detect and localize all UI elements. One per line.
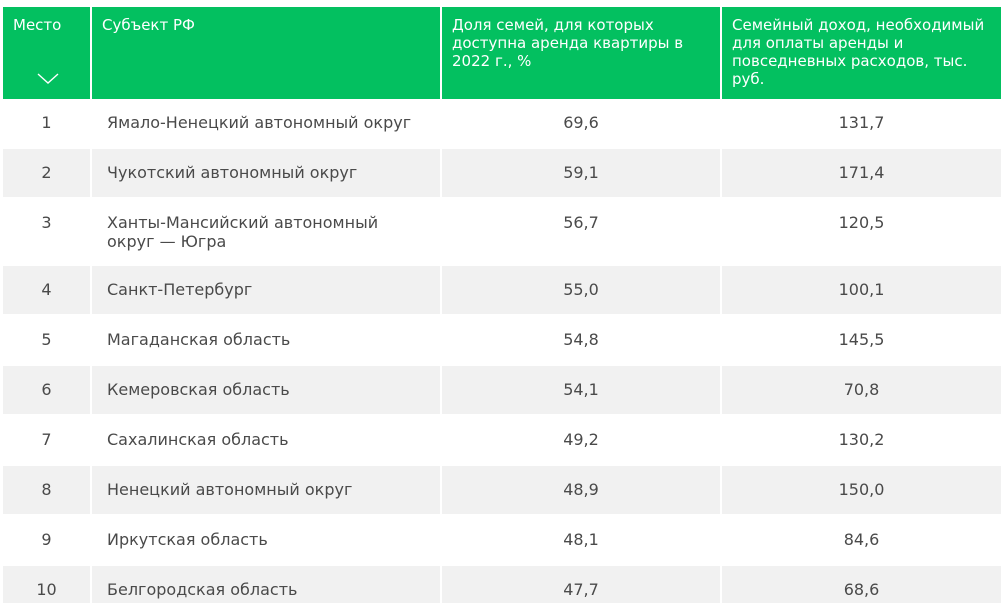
place-cell: 4 <box>3 266 92 314</box>
income-cell: 84,6 <box>843 530 880 549</box>
header-income[interactable]: Семейный доход, необходимый для оплаты а… <box>722 7 1001 99</box>
income-cell: 145,5 <box>838 330 885 349</box>
place-cell: 8 <box>3 466 92 514</box>
region-cell: Магаданская область <box>92 316 442 364</box>
income-cell: 150,0 <box>838 480 885 499</box>
table-row: 8 Ненецкий автономный округ 48,9 150,0 <box>3 466 1001 516</box>
share-cell: 56,7 <box>442 199 722 264</box>
share-cell: 48,1 <box>442 516 722 564</box>
share-cell: 54,8 <box>442 316 722 364</box>
income-cell: 68,6 <box>843 580 880 599</box>
place-cell: 7 <box>3 416 92 464</box>
income-cell: 70,8 <box>843 380 880 399</box>
header-share[interactable]: Доля семей, для которых доступна аренда … <box>442 7 722 99</box>
place-cell: 9 <box>3 516 92 564</box>
share-cell: 54,1 <box>442 366 722 414</box>
table-row: 10 Белгородская область 47,7 68,6 <box>3 566 1001 603</box>
header-place-label: Место <box>13 16 62 34</box>
region-cell: Санкт-Петербург <box>92 266 442 314</box>
place-cell: 5 <box>3 316 92 364</box>
place-cell: 1 <box>3 99 92 147</box>
rent-affordability-table: Место Субъект РФ Доля семей, для которых… <box>3 7 1001 603</box>
table-row: 6 Кемеровская область 54,1 70,8 <box>3 366 1001 416</box>
region-cell: Кемеровская область <box>92 366 442 414</box>
header-income-label: Семейный доход, необходимый для оплаты а… <box>732 16 985 88</box>
income-cell: 131,7 <box>838 113 885 132</box>
income-cell: 130,2 <box>838 430 885 449</box>
income-cell: 171,4 <box>838 163 885 182</box>
share-cell: 69,6 <box>442 99 722 147</box>
region-cell: Белгородская область <box>92 566 442 603</box>
header-region[interactable]: Субъект РФ <box>92 7 442 99</box>
place-cell: 2 <box>3 149 92 197</box>
share-cell: 55,0 <box>442 266 722 314</box>
place-cell: 3 <box>3 199 92 264</box>
table-row: 4 Санкт-Петербург 55,0 100,1 <box>3 266 1001 316</box>
header-place[interactable]: Место <box>3 7 92 99</box>
table-row: 9 Иркутская область 48,1 84,6 <box>3 516 1001 566</box>
place-cell: 6 <box>3 366 92 414</box>
region-cell: Сахалинская область <box>92 416 442 464</box>
region-cell: Ханты-Мансийский автономный округ — Югра <box>92 199 442 264</box>
region-cell: Ямало-Ненецкий автономный округ <box>92 99 442 147</box>
region-cell: Иркутская область <box>92 516 442 564</box>
table-row: 1 Ямало-Ненецкий автономный округ 69,6 1… <box>3 99 1001 149</box>
place-cell: 10 <box>3 566 92 603</box>
region-cell: Чукотский автономный округ <box>92 149 442 197</box>
share-cell: 49,2 <box>442 416 722 464</box>
table-header: Место Субъект РФ Доля семей, для которых… <box>3 7 1001 99</box>
table-row: 5 Магаданская область 54,8 145,5 <box>3 316 1001 366</box>
share-cell: 48,9 <box>442 466 722 514</box>
region-cell: Ненецкий автономный округ <box>92 466 442 514</box>
income-cell: 100,1 <box>838 280 885 299</box>
chevron-down-icon[interactable] <box>37 73 59 85</box>
share-cell: 47,7 <box>442 566 722 603</box>
table-row: 2 Чукотский автономный округ 59,1 171,4 <box>3 149 1001 199</box>
header-share-label: Доля семей, для которых доступна аренда … <box>452 16 684 70</box>
income-cell: 120,5 <box>838 213 885 232</box>
table-row: 3 Ханты-Мансийский автономный округ — Юг… <box>3 199 1001 266</box>
header-region-label: Субъект РФ <box>102 16 195 34</box>
share-cell: 59,1 <box>442 149 722 197</box>
table-row: 7 Сахалинская область 49,2 130,2 <box>3 416 1001 466</box>
